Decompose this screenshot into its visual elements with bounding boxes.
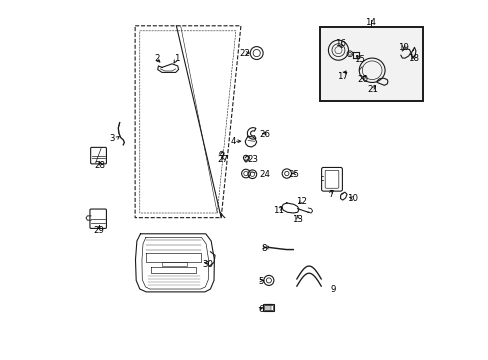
Text: 24: 24	[259, 170, 269, 179]
Text: 29: 29	[93, 226, 104, 235]
Text: 7: 7	[327, 190, 333, 199]
Text: 13: 13	[292, 215, 303, 224]
Text: 11: 11	[273, 206, 284, 215]
Text: 6: 6	[258, 305, 263, 314]
Bar	[162, 262, 187, 266]
Text: 27: 27	[217, 156, 228, 165]
Text: 9: 9	[330, 284, 335, 293]
Bar	[319, 27, 422, 101]
Text: 4: 4	[230, 137, 236, 146]
Text: 14: 14	[365, 18, 375, 27]
Text: 17: 17	[337, 72, 347, 81]
Text: 5: 5	[258, 276, 263, 285]
Text: 21: 21	[366, 85, 378, 94]
Text: 1: 1	[173, 54, 179, 63]
Text: 22: 22	[239, 49, 250, 58]
Text: 18: 18	[407, 54, 418, 63]
Bar	[264, 305, 272, 310]
Text: 15: 15	[353, 55, 364, 64]
Bar	[263, 304, 273, 311]
Text: 26: 26	[259, 130, 270, 139]
Text: 2: 2	[154, 54, 159, 63]
Text: 25: 25	[288, 170, 299, 179]
Text: 30: 30	[202, 260, 213, 269]
Text: 16: 16	[334, 39, 346, 48]
Text: 28: 28	[95, 161, 105, 170]
Text: 12: 12	[296, 197, 307, 206]
Text: 10: 10	[346, 194, 357, 203]
Text: 19: 19	[397, 43, 408, 52]
Text: 20: 20	[357, 75, 367, 84]
Text: 3: 3	[109, 134, 114, 143]
Text: 8: 8	[261, 244, 266, 253]
Text: 23: 23	[247, 155, 258, 164]
